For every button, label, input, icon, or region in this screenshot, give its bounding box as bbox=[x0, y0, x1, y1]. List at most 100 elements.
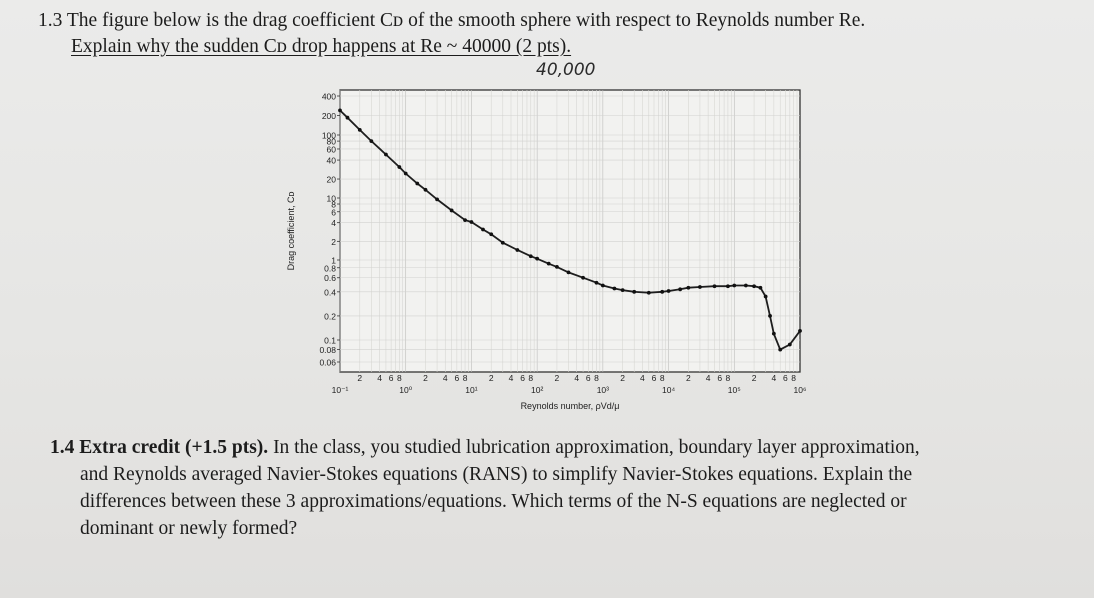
data-point bbox=[726, 284, 730, 289]
data-point bbox=[778, 347, 783, 352]
data-point bbox=[546, 261, 551, 266]
y-tick-label: 1 bbox=[331, 256, 336, 266]
x-minor-label: 6 bbox=[717, 373, 722, 383]
x-minor-label: 6 bbox=[783, 373, 788, 383]
data-point bbox=[357, 127, 362, 132]
data-point bbox=[528, 254, 533, 259]
question-1-4-line2: and Reynolds averaged Navier-Stokes equa… bbox=[80, 464, 913, 485]
x-minor-label: 6 bbox=[389, 373, 394, 383]
y-tick-label: 0.06 bbox=[319, 358, 336, 368]
data-point bbox=[469, 220, 474, 224]
data-point bbox=[712, 284, 717, 289]
y-tick-label: 40 bbox=[327, 156, 337, 166]
y-tick-label: 4 bbox=[331, 218, 336, 228]
y-tick-label: 20 bbox=[327, 175, 337, 185]
y-tick-label: 0.08 bbox=[319, 345, 336, 355]
data-point bbox=[698, 285, 702, 289]
data-point bbox=[463, 218, 467, 223]
y-tick-label: 2 bbox=[331, 237, 336, 247]
y-tick-label: 0.1 bbox=[324, 336, 336, 346]
x-decade-label: 10² bbox=[531, 385, 543, 395]
plot-area bbox=[339, 89, 801, 373]
y-tick-label: 0.8 bbox=[324, 263, 336, 273]
question-1-4-line3: differences between these 3 approximatio… bbox=[80, 491, 907, 512]
drag-coefficient-chart: 400 200 100 80 60 40 20 10 8 6 4 2 1 0.8 0.6 0.4 0.2 0.1 0… bbox=[280, 82, 810, 412]
chart-svg: 4002001008060402010864210.80.60.40.20.10… bbox=[286, 89, 807, 411]
data-point bbox=[338, 108, 342, 113]
x-minor-label: 4 bbox=[771, 373, 776, 383]
data-point bbox=[384, 152, 388, 157]
x-decade-label: 10⁻¹ bbox=[332, 385, 349, 395]
data-point bbox=[686, 285, 691, 290]
x-minor-label: 2 bbox=[555, 373, 560, 383]
x-decade-label: 10⁰ bbox=[399, 385, 412, 395]
data-point bbox=[632, 289, 637, 294]
x-minor-label: 2 bbox=[489, 373, 494, 383]
data-point bbox=[768, 314, 772, 318]
data-point bbox=[500, 240, 505, 245]
data-point bbox=[600, 283, 605, 288]
data-point bbox=[415, 181, 420, 186]
data-point bbox=[620, 288, 625, 293]
data-point bbox=[423, 187, 428, 192]
question-1-3-line2: Explain why the sudden Cᴅ drop happens a… bbox=[71, 36, 572, 57]
y-tick-label: 80 bbox=[327, 137, 337, 147]
x-minor-label: 4 bbox=[509, 373, 514, 383]
data-point bbox=[435, 197, 439, 202]
x-minor-label: 4 bbox=[377, 373, 382, 383]
y-tick-label: 60 bbox=[327, 144, 337, 154]
data-point bbox=[403, 171, 408, 176]
x-minor-label: 2 bbox=[686, 373, 691, 383]
data-point bbox=[555, 264, 559, 269]
x-minor-label: 6 bbox=[652, 373, 657, 383]
handwritten-note: 40,000 bbox=[536, 60, 596, 80]
y-tick-label: 200 bbox=[322, 111, 336, 121]
x-decade-label: 10⁶ bbox=[794, 385, 807, 395]
question-1-3: 1.3 The figure below is the drag coeffic… bbox=[38, 8, 1088, 60]
x-minor-label: 8 bbox=[528, 373, 533, 383]
y-tick-label: 0.4 bbox=[324, 287, 336, 297]
y-tick-label: 0.6 bbox=[324, 273, 336, 283]
question-1-4-line4: dominant or newly formed? bbox=[80, 518, 298, 539]
data-point bbox=[566, 270, 571, 275]
data-point bbox=[581, 275, 585, 280]
x-minor-label: 8 bbox=[594, 373, 599, 383]
y-tick-label: 400 bbox=[322, 92, 336, 102]
x-minor-label: 2 bbox=[752, 373, 757, 383]
data-point bbox=[489, 232, 494, 237]
x-minor-label: 4 bbox=[443, 373, 448, 383]
x-minor-label: 2 bbox=[423, 373, 428, 383]
data-point bbox=[758, 285, 763, 290]
x-decade-label: 10⁵ bbox=[728, 385, 741, 395]
x-minor-label: 2 bbox=[357, 373, 362, 383]
y-tick-label: 8 bbox=[331, 200, 336, 210]
x-minor-label: 8 bbox=[463, 373, 468, 383]
x-minor-label: 8 bbox=[397, 373, 402, 383]
x-minor-label: 4 bbox=[574, 373, 579, 383]
data-point bbox=[763, 294, 768, 299]
x-minor-label: 6 bbox=[586, 373, 591, 383]
x-decade-label: 10¹ bbox=[465, 385, 477, 395]
data-point bbox=[660, 289, 665, 294]
y-tick-label: 10 bbox=[327, 194, 337, 204]
data-point bbox=[646, 290, 651, 295]
data-point bbox=[771, 331, 776, 336]
data-point bbox=[787, 342, 792, 347]
data-point bbox=[449, 208, 454, 213]
x-minor-label: 6 bbox=[520, 373, 525, 383]
data-point bbox=[732, 283, 737, 288]
drag-curve bbox=[339, 109, 801, 351]
data-point bbox=[397, 165, 402, 169]
x-decade-label: 10³ bbox=[597, 385, 609, 395]
y-axis-label: Drag coefficient, Cᴅ bbox=[286, 192, 296, 271]
x-minor-label: 6 bbox=[454, 373, 459, 383]
y-tick-label: 6 bbox=[331, 207, 336, 217]
x-axis-label: Reynolds number, ρVd/μ bbox=[521, 401, 620, 411]
x-minor-label: 8 bbox=[726, 373, 731, 383]
x-minor-label: 4 bbox=[706, 373, 711, 383]
question-1-3-line1: 1.3 The figure below is the drag coeffic… bbox=[38, 10, 866, 31]
x-minor-label: 8 bbox=[660, 373, 665, 383]
y-tick-label: 100 bbox=[322, 131, 336, 141]
data-point bbox=[798, 328, 802, 333]
data-point bbox=[666, 289, 671, 293]
